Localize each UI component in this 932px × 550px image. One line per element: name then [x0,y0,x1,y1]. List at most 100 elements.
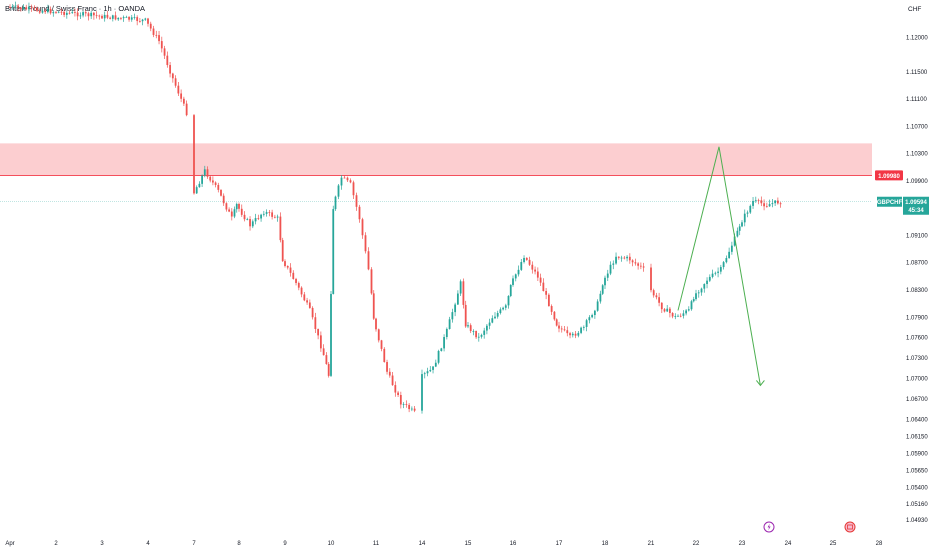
price-tick-label: 1.11100 [906,97,927,103]
candle-body [569,333,571,336]
candle-body [109,17,112,19]
candle-body [128,16,130,20]
candle-body [383,348,386,363]
candle-body [103,14,106,19]
candle-body [475,331,477,338]
candle-body [14,5,17,7]
candle-body [687,309,690,311]
price-axis: 1.12000 1.11500 1.11100 1.10700 1.10300 1.099… [906,36,928,524]
candle-body [311,307,314,318]
candle-body [317,329,320,336]
candle-body [220,189,222,196]
candle-body [225,203,228,210]
candle-body [585,320,588,327]
candle-body [591,315,594,318]
price-tick-label: 1.07300 [906,356,928,362]
candle-body [601,285,604,294]
candle-body [469,325,472,332]
candle-body [779,203,782,205]
candle-body [563,329,566,331]
candle-body [620,257,623,259]
candle-body [235,203,238,210]
candle-body [120,17,122,19]
candle-body [251,221,254,227]
price-tick-label: 1.11500 [906,70,928,76]
date-tick-label: 11 [373,541,380,547]
candle-body [628,256,631,261]
candle-body [46,8,49,13]
candle-body [260,214,262,219]
candle-body [502,307,504,310]
candle-body [388,371,391,376]
candle-body [87,13,90,17]
candle-body [555,319,558,326]
candle-body [539,277,542,283]
event-flag-icon[interactable] [844,521,856,533]
candle-body [711,273,714,277]
candle-body [728,251,731,259]
candle-body [692,299,695,302]
candle-body [738,226,741,231]
candle-body [719,267,722,272]
candle-body [606,273,609,278]
bolt-glyph [767,523,771,531]
candle-body [63,11,66,15]
candle-body [456,293,459,305]
candle-body [405,404,408,405]
candle-body [233,209,236,217]
candle-body [130,17,133,20]
candle-body [240,208,243,215]
candle-body [749,205,752,213]
candle-body [637,263,640,266]
candle-body [545,291,548,295]
candle-body [394,385,397,393]
candle-body [477,336,480,338]
candle-body [106,14,109,18]
candle-body [697,292,700,294]
price-tick-label: 1.10700 [906,124,928,130]
candle-body [36,8,38,11]
price-tick-label: 1.05160 [906,502,928,508]
event-icons[interactable] [763,521,856,533]
candle-body [771,203,774,205]
candle-body [558,325,560,329]
candle-body [566,330,569,334]
candle-body [74,12,76,13]
candle-body [642,266,645,268]
candle-body [340,177,343,186]
price-tick-label: 1.08700 [906,261,928,267]
candle-body [195,187,198,194]
candle-body [319,335,322,349]
date-tick-label: 8 [237,541,241,547]
candle-body [361,219,364,236]
candle-body [49,8,52,14]
candle-body [410,408,413,410]
candle-body [377,329,380,341]
price-tick-label: 1.12000 [906,36,928,42]
date-tick-label: 21 [648,541,655,547]
candle-body [330,293,332,376]
candle-body [774,200,777,204]
candle-body [262,213,265,215]
candle-body [206,169,209,177]
candle-body [432,366,434,370]
candle-body [133,17,136,18]
level-flag [875,170,903,181]
candle-body [658,297,660,303]
candle-body [343,177,346,179]
candle-body [604,277,606,286]
candle-body [246,219,249,220]
candle-body [596,301,599,311]
candle-body [634,262,637,264]
date-tick-label: 9 [283,541,287,547]
candle-body [741,222,743,227]
candle-body [349,180,352,183]
candle-body [332,209,335,294]
candle-body [560,328,563,330]
candle-body [257,218,260,219]
candle-body [525,257,528,260]
candle-body [71,12,74,13]
date-tick-label: 24 [785,541,792,547]
candle-body [507,295,510,306]
